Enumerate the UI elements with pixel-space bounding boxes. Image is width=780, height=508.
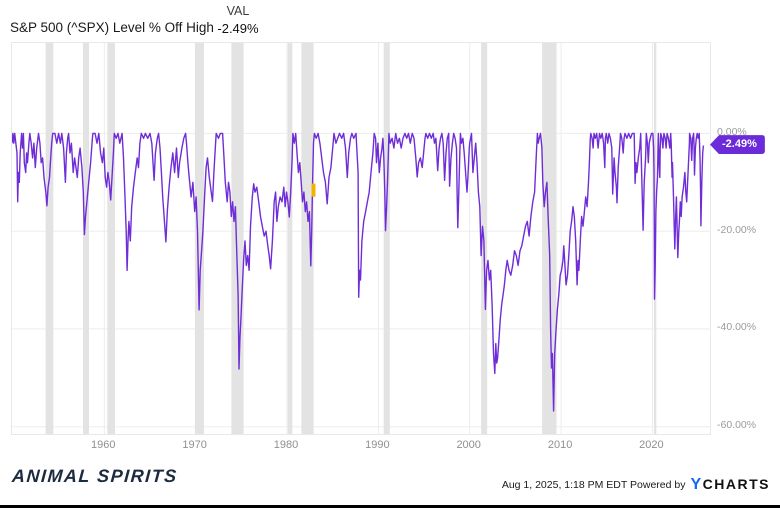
recession-band: [194, 43, 204, 434]
val-label: VAL: [226, 4, 250, 18]
x-axis-tick-label: 1960: [91, 439, 116, 451]
x-axis-tick-label: 1980: [273, 439, 299, 451]
y-axis-tick-label: -60.00%: [717, 419, 757, 432]
recession-band: [383, 43, 390, 434]
recession-band: [107, 43, 115, 434]
recession-band: [287, 43, 293, 434]
recession-band: [231, 43, 244, 434]
current-value-tag: -2.49%: [710, 135, 765, 155]
x-axis-tick-label: 1970: [182, 439, 207, 451]
x-axis-tick-label: 2000: [456, 439, 481, 451]
drawdown-line: [12, 132, 705, 412]
drawdown-chart-svg: [12, 43, 710, 434]
animal-spirits-logo: ANIMAL SPIRITS: [11, 466, 179, 486]
recession-band: [83, 43, 89, 434]
y-axis-tick-label: -40.00%: [717, 321, 757, 334]
chart-title: S&P 500 (^SPX) Level % Off High: [10, 20, 214, 35]
x-axis-tick-label: 2010: [547, 439, 573, 451]
bottom-border: [0, 505, 780, 508]
recession-band: [45, 43, 54, 434]
plot-area[interactable]: [11, 42, 711, 435]
ycharts-logo-rest: CHARTS: [702, 476, 770, 492]
timestamp: Aug 1, 2025, 1:18 PM EDT Powered by: [501, 479, 686, 491]
recession-band: [301, 43, 314, 434]
y-axis-tick-label: 0.00%: [717, 125, 747, 138]
y-axis-tick-label: -20.00%: [717, 223, 757, 236]
val-value: -2.49%: [217, 21, 259, 36]
ycharts-logo: YCHARTS: [690, 476, 770, 494]
footer-attribution: Aug 1, 2025, 1:18 PM EDT Powered by YCHA…: [502, 476, 770, 494]
x-axis-tick-label: 1990: [365, 439, 390, 451]
x-axis-tick-label: 2020: [639, 439, 664, 451]
ycharts-logo-y: Y: [690, 476, 703, 493]
current-value-header: VAL -2.49%: [205, 3, 271, 38]
highlight-marker: [311, 183, 316, 197]
current-value-tag-text: -2.49%: [722, 138, 757, 151]
